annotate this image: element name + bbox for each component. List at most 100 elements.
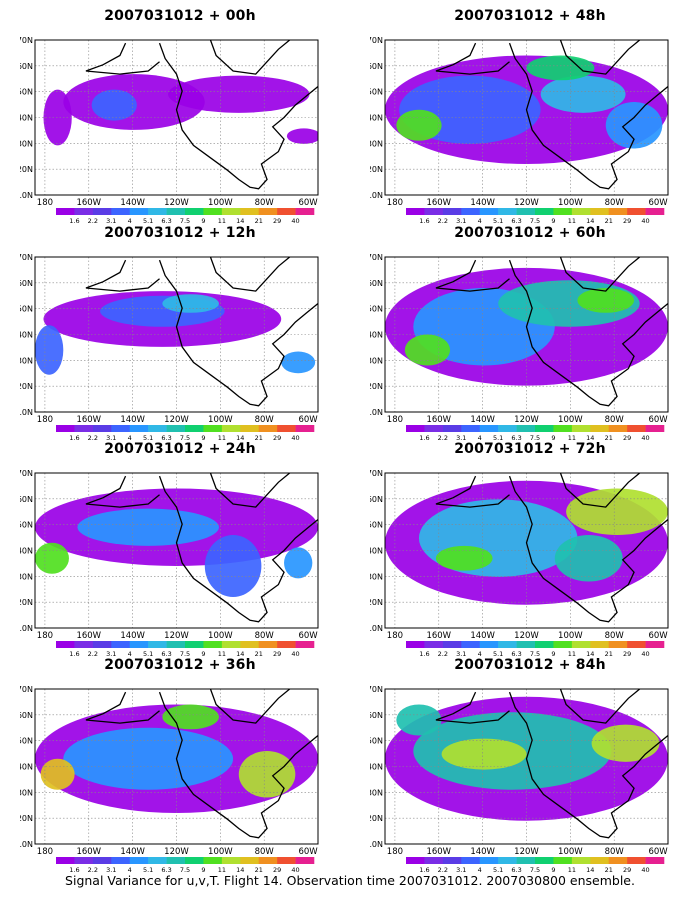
colorbar-swatch [498, 425, 517, 432]
lat-tick-label: 50N [20, 737, 33, 746]
colorbar-swatch [129, 208, 149, 215]
colorbar-swatch [590, 641, 610, 648]
colorbar-swatch [479, 425, 499, 432]
coastline [508, 691, 668, 839]
lat-tick-label: 20N [20, 165, 33, 174]
lon-tick-label: 160W [426, 415, 451, 425]
colorbar-level-label: 14 [586, 217, 594, 223]
lon-tick-label: 180 [37, 631, 53, 641]
colorbar-level-label: 5.1 [493, 650, 503, 656]
forecast-map: 70N 60N 50N 40N 30N 20N 10N 180 160W 140W 120W 100W… [20, 469, 319, 656]
lat-tick-label: 10N [20, 191, 33, 200]
colorbar-level-label: 4 [128, 650, 132, 656]
lon-tick-label: 120W [164, 415, 189, 425]
forecast-map: 70N 60N 50N 40N 30N 20N 10N 180 160W 140W 120W 100W… [20, 253, 319, 440]
lat-tick-label: 60N [370, 279, 383, 288]
colorbar-level-label: 1.6 [69, 217, 79, 223]
colorbar-swatch [590, 208, 610, 215]
colorbar-swatch [185, 857, 204, 864]
coastline [209, 257, 291, 292]
variance-contour [281, 351, 316, 374]
colorbar-swatch [74, 425, 94, 432]
colorbar-swatch [406, 425, 425, 432]
lat-tick-label: 30N [370, 788, 383, 797]
variance-contour [35, 542, 69, 574]
colorbar-level-label: 21 [605, 650, 613, 656]
lat-tick-label: 70N [370, 469, 383, 478]
colorbar-swatch [535, 857, 554, 864]
lon-tick-label: 120W [514, 631, 539, 641]
variance-contour [396, 704, 442, 736]
colorbar-swatch [277, 208, 296, 215]
colorbar-level-label: 4 [478, 866, 482, 872]
colorbar-swatch [111, 425, 131, 432]
colorbar-swatch [56, 857, 75, 864]
colorbar-level-label: 4 [478, 217, 482, 223]
colorbar-swatch [221, 641, 241, 648]
colorbar-level-label: 5.1 [143, 434, 153, 440]
colorbar-swatch [553, 208, 573, 215]
coastline [559, 689, 641, 724]
lat-tick-label: 10N [370, 840, 383, 849]
colorbar-swatch [442, 425, 462, 432]
colorbar-swatch [424, 857, 444, 864]
colorbar-level-label: 40 [641, 650, 649, 656]
colorbar-level-label: 14 [236, 217, 244, 223]
lon-tick-label: 140W [470, 847, 495, 857]
colorbar-swatch [590, 425, 610, 432]
map-frame [384, 472, 669, 629]
lon-tick-label: 60W [648, 847, 668, 857]
panel-title: 2007031012 + 48h [454, 8, 606, 24]
lon-tick-label: 160W [76, 847, 101, 857]
colorbar-swatch [608, 208, 628, 215]
colorbar-swatch [129, 425, 149, 432]
lat-tick-label: 30N [20, 139, 33, 148]
colorbar-level-label: 2.2 [438, 650, 448, 656]
coastline [435, 259, 510, 292]
colorbar-level-label: 9 [201, 650, 205, 656]
lat-tick-label: 50N [370, 737, 383, 746]
colorbar-swatch [406, 641, 425, 648]
coastline [435, 475, 510, 508]
lon-tick-label: 120W [514, 847, 539, 857]
colorbar-swatch [535, 425, 554, 432]
colorbar-swatch [295, 208, 315, 215]
coastline [158, 259, 318, 407]
colorbar-level-label: 40 [641, 866, 649, 872]
colorbar-level-label: 29 [623, 217, 631, 223]
forecast-map: 70N 60N 50N 40N 30N 20N 10N 180 160W 140W 120W 100W… [370, 685, 669, 872]
colorbar-level-label: 14 [586, 650, 594, 656]
lat-tick-label: 40N [20, 763, 33, 772]
lat-tick-label: 30N [370, 356, 383, 365]
lat-tick-label: 20N [370, 382, 383, 391]
colorbar-swatch [129, 857, 149, 864]
colorbar-level-label: 40 [291, 217, 299, 223]
lat-tick-label: 10N [370, 624, 383, 633]
lon-tick-label: 80W [255, 847, 275, 857]
colorbar-swatch [627, 208, 646, 215]
lon-tick-label: 120W [164, 847, 189, 857]
colorbar-swatch [148, 857, 167, 864]
colorbar-swatch [258, 425, 278, 432]
coastline [435, 691, 510, 724]
colorbar-level-label: 11 [568, 650, 576, 656]
lon-tick-label: 180 [37, 198, 53, 208]
colorbar-swatch [148, 641, 167, 648]
lon-tick-label: 140W [470, 198, 495, 208]
lat-tick-label: 60N [20, 62, 33, 71]
coastline [85, 691, 160, 724]
map-frame [34, 256, 319, 413]
colorbar-level-label: 6.3 [511, 650, 521, 656]
colorbar-swatch [498, 857, 517, 864]
colorbar-swatch [111, 208, 131, 215]
colorbar-swatch [185, 425, 204, 432]
panel-title: 2007031012 + 36h [104, 657, 256, 673]
coastline [435, 42, 510, 75]
lat-tick-label: 30N [20, 788, 33, 797]
variance-contour [540, 75, 626, 113]
colorbar-level-label: 21 [255, 217, 263, 223]
lon-tick-label: 80W [255, 198, 275, 208]
colorbar-swatch [461, 425, 481, 432]
colorbar-level-label: 11 [218, 866, 226, 872]
colorbar-level-label: 6.3 [161, 434, 171, 440]
